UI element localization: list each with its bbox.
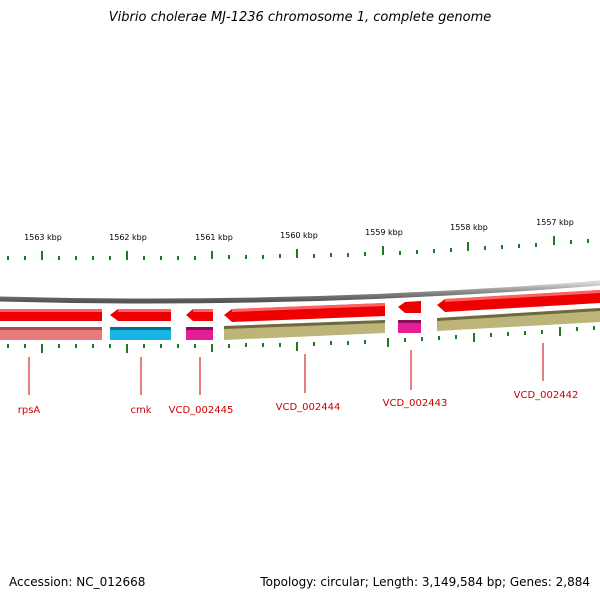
gene-block-vcd002442 [437,308,600,331]
gene-label-vcd002442: VCD_002442 [514,390,579,401]
gene-leader-lines [28,343,544,395]
kbp-labels: 1563 kbp 1562 kbp 1561 kbp 1560 kbp 1559… [24,218,574,242]
map-title: Vibrio cholerae MJ-1236 chromosome 1, co… [108,10,492,25]
kbp-label: 1559 kbp [365,228,403,237]
genome-summary-text: Topology: circular; Length: 3,149,584 bp… [260,575,590,589]
gene-block-cmk [110,327,171,340]
kbp-label: 1558 kbp [450,223,488,232]
gene-label-vcd002444: VCD_002444 [276,402,341,413]
accession-text: Accession: NC_012668 [9,575,146,589]
gene-block-vcd002445 [186,327,213,340]
kbp-label: 1562 kbp [109,233,147,242]
gene-labels: rpsA cmk VCD_002445 VCD_002444 VCD_00244… [18,390,579,416]
reverse-track-genes [0,308,600,340]
gene-label-vcd002445: VCD_002445 [169,405,234,416]
gene-label-cmk: cmk [130,405,151,416]
gene-block-vcd002443 [398,320,421,333]
gene-label-vcd002443: VCD_002443 [383,398,448,409]
gene-block-rpsA [0,327,102,340]
upper-scale-ticks [7,236,589,260]
gene-label-rpsA: rpsA [18,405,41,416]
kbp-label: 1560 kbp [280,231,318,240]
gene-arrow-vcd002443-upper [398,301,421,313]
gene-arrow-vcd002442-upper [437,290,600,312]
lower-scale-ticks [7,326,595,353]
forward-strand-genes [0,290,600,322]
kbp-label: 1561 kbp [195,233,233,242]
kbp-label: 1563 kbp [24,233,62,242]
kbp-label: 1557 kbp [536,218,574,227]
backbone-arc [0,280,600,304]
